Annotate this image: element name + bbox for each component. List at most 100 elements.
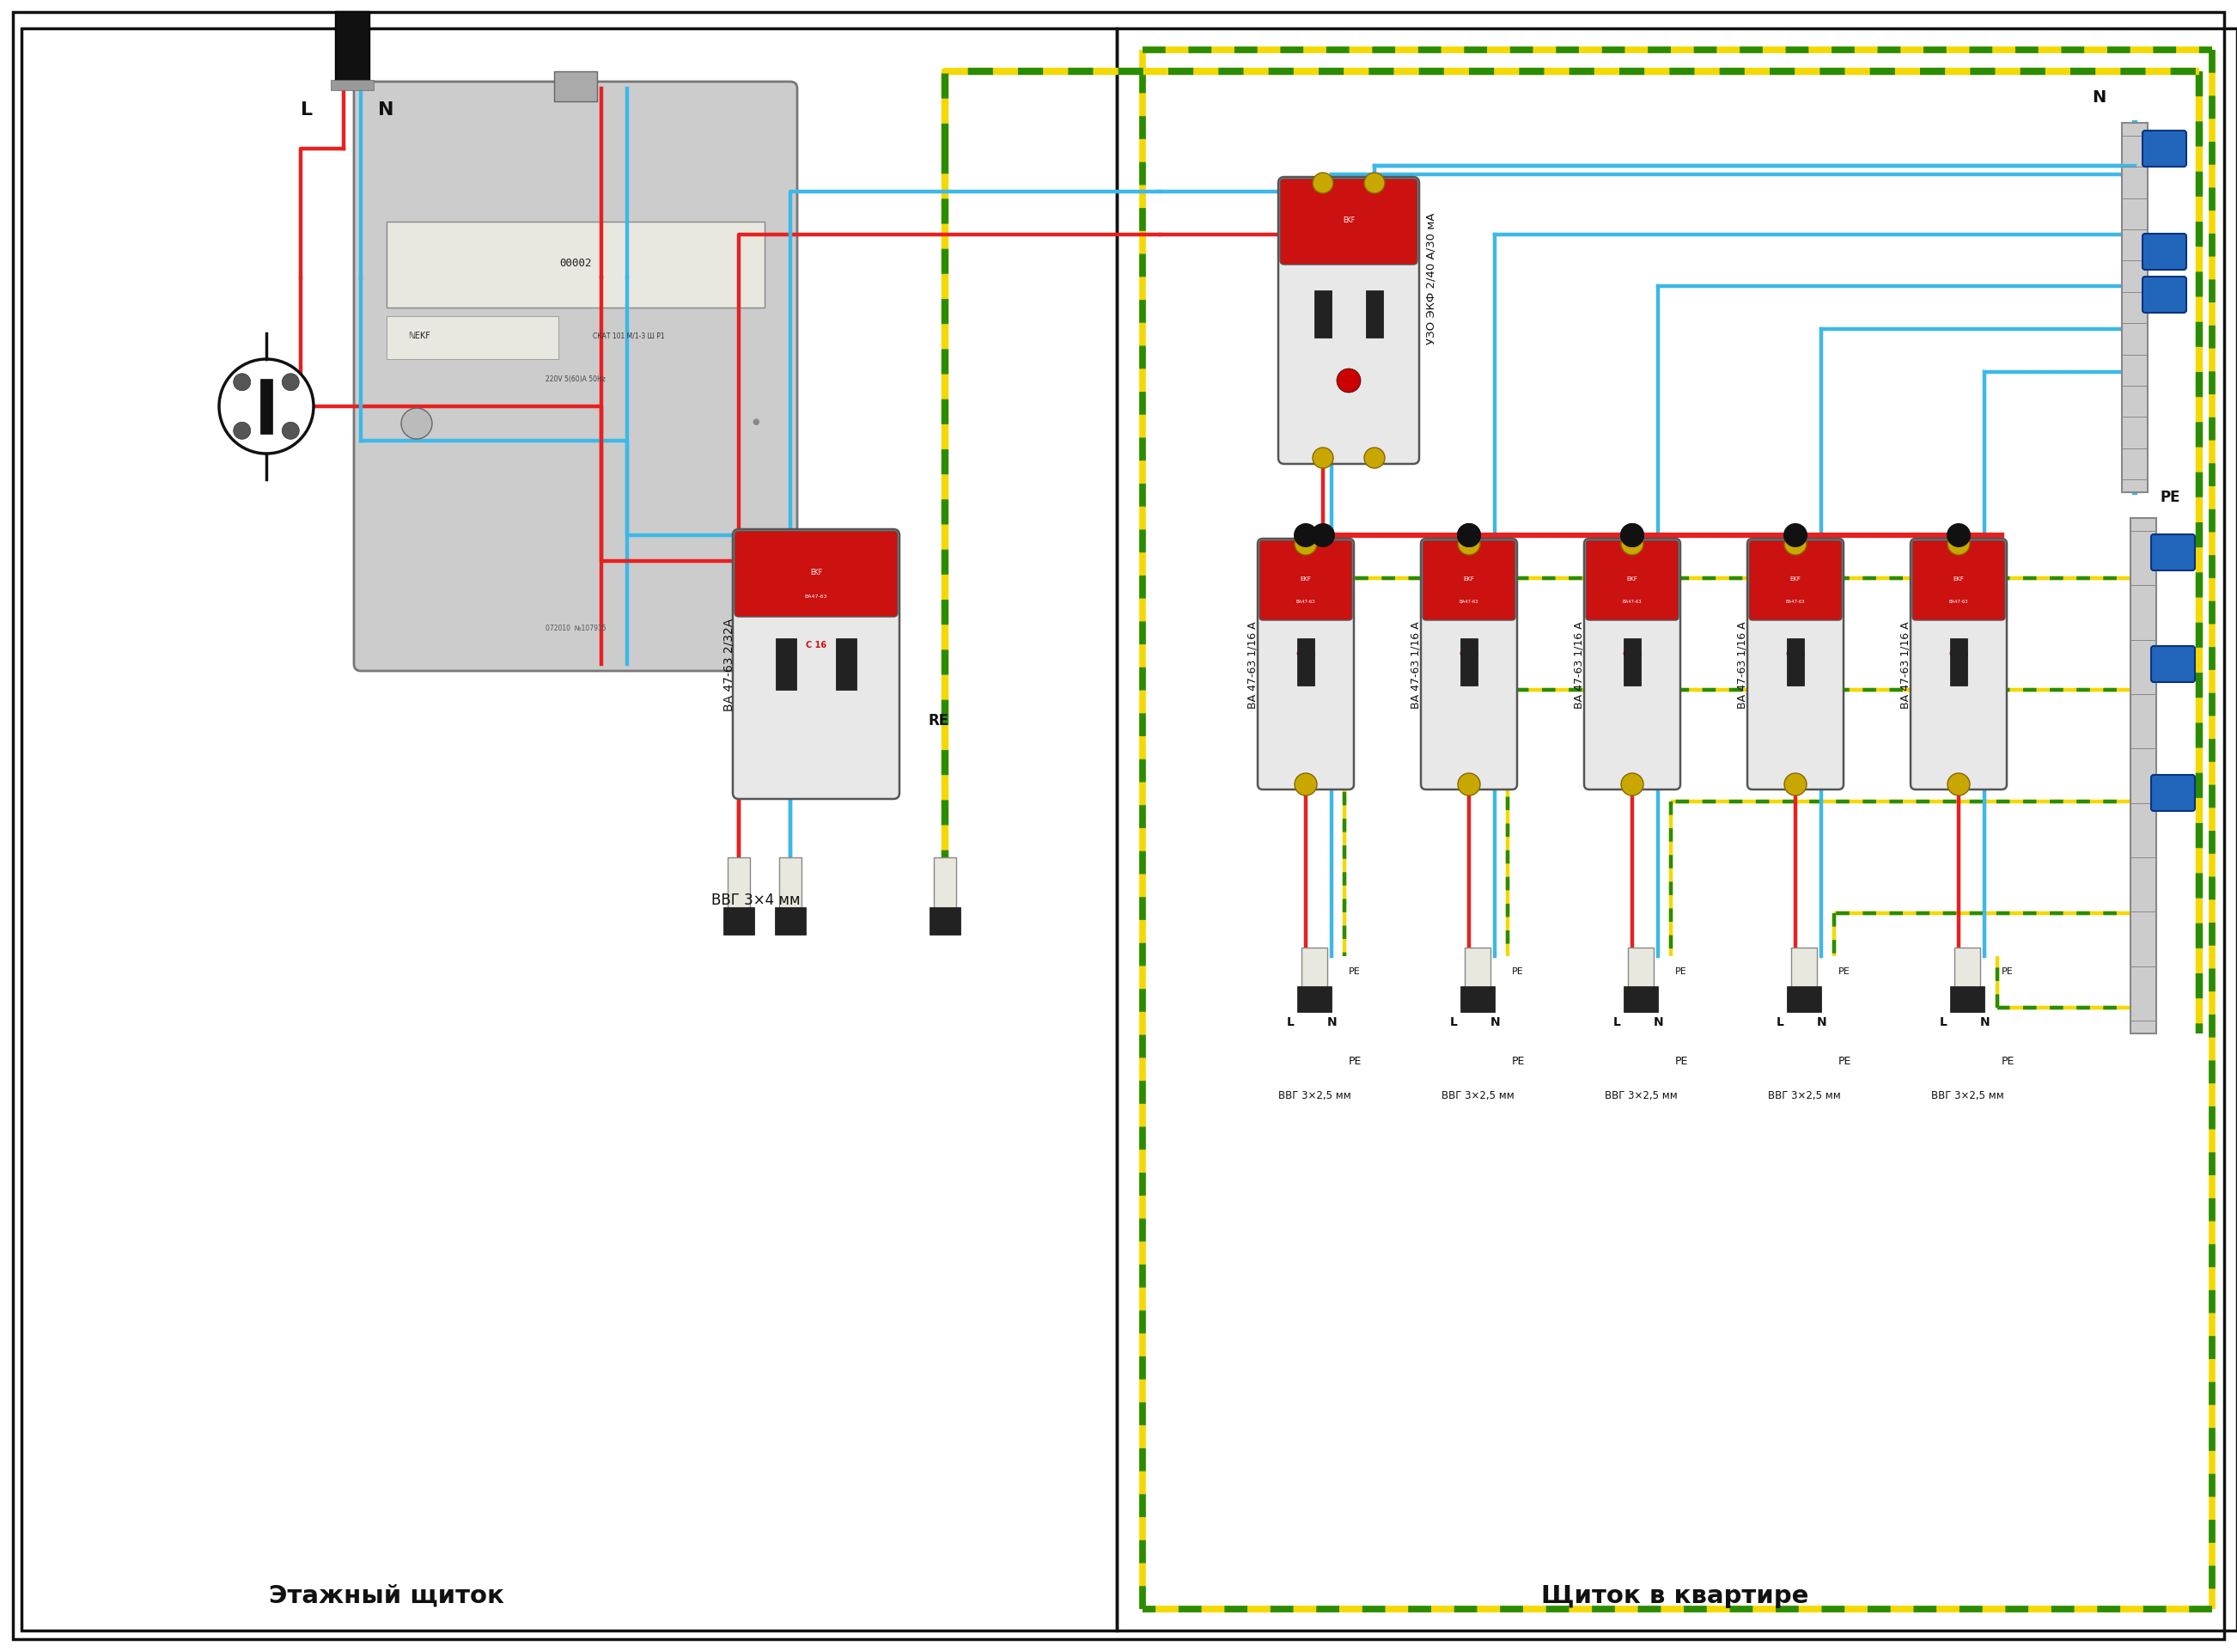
Circle shape [233, 373, 251, 392]
Bar [2123, 124, 2148, 492]
Text: C 16: C 16 [1295, 649, 1315, 657]
Text: PE: PE [2002, 1056, 2016, 1067]
Text: C 16: C 16 [1948, 649, 1969, 657]
Text: EKF: EKF [1953, 577, 1964, 582]
Circle shape [1946, 524, 1971, 548]
FancyBboxPatch shape [2143, 278, 2186, 314]
Bar [1297, 986, 1331, 1013]
Circle shape [1620, 524, 1644, 548]
Circle shape [1313, 448, 1333, 469]
Bar [1624, 986, 1658, 1013]
Bar [1955, 948, 1980, 991]
Bar [1461, 639, 1479, 686]
Text: 072010  №107915: 072010 №107915 [546, 624, 606, 633]
Text: BA47-63: BA47-63 [1295, 600, 1315, 603]
Text: PE: PE [1349, 1056, 1362, 1067]
FancyBboxPatch shape [1420, 539, 1517, 790]
Circle shape [1948, 534, 1971, 555]
Text: PE: PE [1512, 966, 1523, 975]
Text: PE: PE [1676, 966, 1687, 975]
Text: C 16: C 16 [1459, 649, 1479, 657]
FancyBboxPatch shape [1910, 539, 2007, 790]
Text: Щиток в квартире: Щиток в квартире [1541, 1583, 1810, 1607]
FancyBboxPatch shape [734, 530, 899, 800]
Text: ВВГ 3×2,5 мм: ВВГ 3×2,5 мм [1604, 1090, 1678, 1100]
Circle shape [1365, 173, 1385, 193]
FancyBboxPatch shape [1277, 178, 1418, 464]
Bar [1629, 948, 1653, 991]
Text: ВВГ 3×2,5 мм: ВВГ 3×2,5 мм [1931, 1090, 2004, 1100]
Bar [1116, 30, 2237, 1631]
Text: 220V 5(60)A 50Hz: 220V 5(60)A 50Hz [546, 375, 606, 383]
Bar [931, 907, 960, 935]
Text: УЗО ЭКФ 2/40 А/30 мА: УЗО ЭКФ 2/40 А/30 мА [1425, 213, 1436, 344]
Text: EKF: EKF [1300, 577, 1311, 582]
Text: L: L [1776, 1016, 1785, 1028]
Circle shape [1311, 524, 1335, 548]
Circle shape [1785, 773, 1807, 796]
Text: ВВГ 3×4 мм: ВВГ 3×4 мм [711, 892, 801, 907]
Text: L: L [1450, 1016, 1459, 1028]
Text: PE: PE [2161, 489, 2181, 506]
Bar [727, 857, 749, 914]
Bar [1624, 639, 1640, 686]
Circle shape [1338, 368, 1360, 393]
Circle shape [1456, 524, 1481, 548]
Text: N: N [1327, 1016, 1338, 1028]
Text: PE: PE [1512, 1056, 1526, 1067]
Bar [1461, 986, 1494, 1013]
FancyBboxPatch shape [1280, 180, 1418, 266]
Text: ВВГ 3×2,5 мм: ВВГ 3×2,5 мм [1767, 1090, 1841, 1100]
Circle shape [219, 360, 313, 454]
Circle shape [282, 373, 300, 392]
Text: L: L [1939, 1016, 1948, 1028]
Bar [837, 639, 857, 691]
Bar [1367, 291, 1382, 339]
Circle shape [1622, 773, 1644, 796]
Circle shape [1620, 524, 1644, 548]
Circle shape [233, 423, 251, 439]
Text: PE: PE [1839, 1056, 1852, 1067]
Circle shape [400, 408, 432, 439]
FancyBboxPatch shape [2152, 775, 2194, 811]
Text: PE: PE [1676, 1056, 1689, 1067]
FancyBboxPatch shape [1586, 540, 1678, 621]
Circle shape [1313, 173, 1333, 193]
Circle shape [1295, 534, 1318, 555]
Text: C 16: C 16 [805, 641, 825, 649]
Circle shape [1293, 524, 1318, 548]
Text: ВА 47-63 2/32А: ВА 47-63 2/32А [723, 618, 734, 710]
Text: L: L [1613, 1016, 1622, 1028]
Text: N: N [378, 101, 394, 119]
Text: ВВГ 3×2,5 мм: ВВГ 3×2,5 мм [1277, 1090, 1351, 1100]
Text: ВА 47-63 1/16 А: ВА 47-63 1/16 А [1246, 621, 1257, 709]
Bar [1792, 948, 1816, 991]
Text: BA47-63: BA47-63 [1459, 600, 1479, 603]
Circle shape [1785, 534, 1807, 555]
Text: BA47-63: BA47-63 [1785, 600, 1805, 603]
Text: L: L [1286, 1016, 1295, 1028]
Circle shape [1365, 448, 1385, 469]
Text: EKF: EKF [1463, 577, 1474, 582]
Circle shape [1459, 773, 1481, 796]
FancyBboxPatch shape [2152, 535, 2194, 572]
Text: C 16: C 16 [1785, 649, 1805, 657]
Bar [778, 857, 801, 914]
FancyBboxPatch shape [1259, 540, 1351, 621]
Circle shape [1295, 773, 1318, 796]
Text: ВА 47-63 1/16 А: ВА 47-63 1/16 А [1573, 621, 1584, 709]
Text: EKF: EKF [810, 568, 823, 577]
Bar [22, 30, 1116, 1631]
Text: BA47-63: BA47-63 [805, 595, 828, 598]
Text: СКАТ 101 М/1-3 Ш Р1: СКАТ 101 М/1-3 Ш Р1 [593, 332, 664, 340]
Bar [336, 12, 369, 84]
Text: ВА 47-63 1/16 А: ВА 47-63 1/16 А [1409, 621, 1420, 709]
Bar [1787, 639, 1803, 686]
Bar [1315, 291, 1331, 339]
Text: N: N [1490, 1016, 1501, 1028]
Text: PE: PE [2002, 966, 2013, 975]
Bar [774, 907, 805, 935]
Bar [1302, 948, 1327, 991]
Bar [1297, 639, 1315, 686]
Text: EKF: EKF [1342, 216, 1356, 225]
